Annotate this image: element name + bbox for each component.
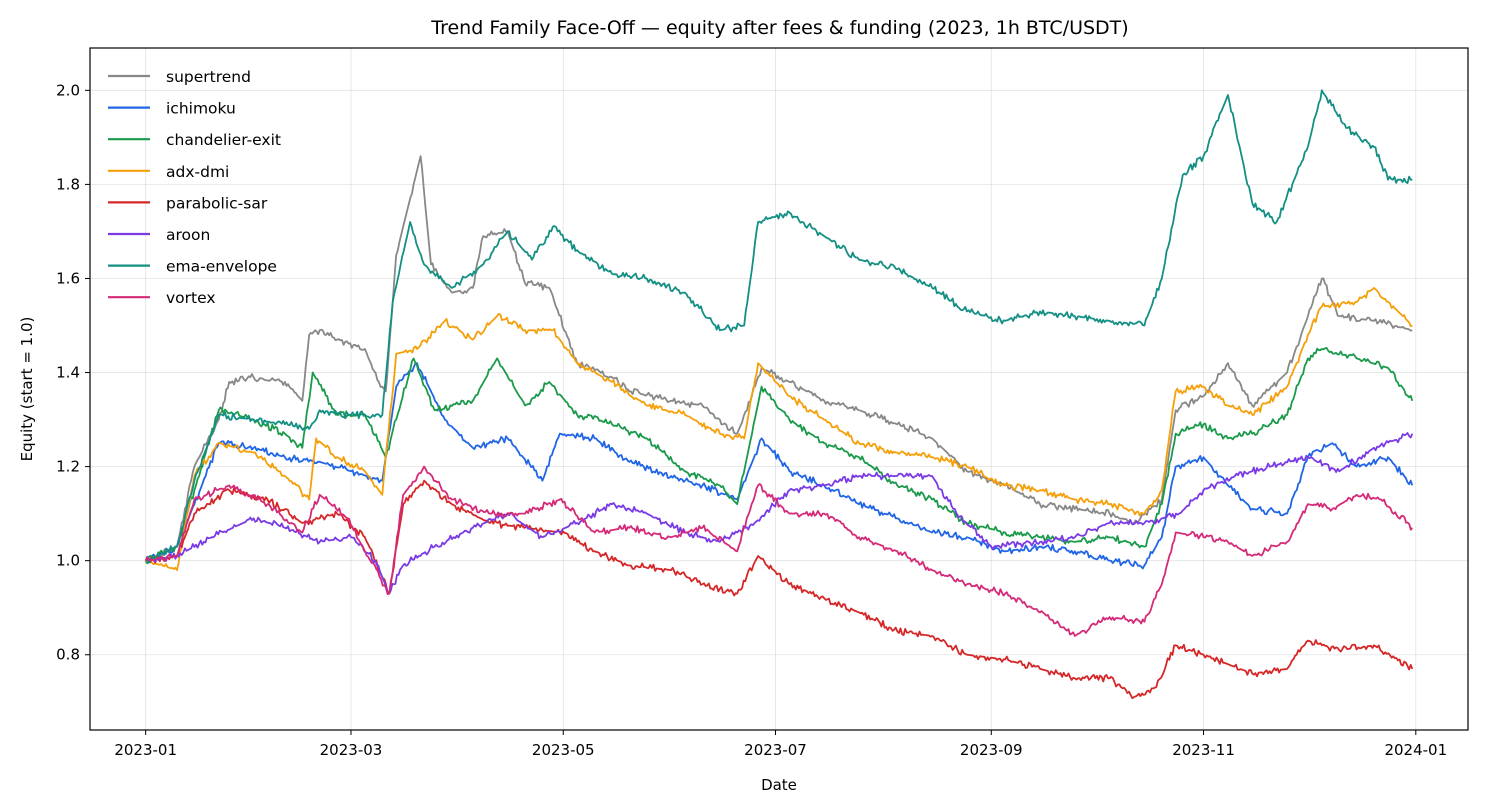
series-line-adx-dmi bbox=[145, 287, 1413, 571]
grid-layer bbox=[90, 48, 1468, 730]
x-tick-label: 2023-09 bbox=[960, 741, 1023, 759]
y-tick-label: 1.2 bbox=[56, 458, 80, 476]
y-tick-label: 1.8 bbox=[56, 175, 80, 193]
series-line-parabolic-sar bbox=[145, 479, 1414, 700]
y-axis-label: Equity (start = 1.0) bbox=[18, 317, 36, 462]
legend-label-vortex: vortex bbox=[166, 289, 216, 307]
x-tick-label: 2023-05 bbox=[532, 741, 595, 759]
series-line-ema-envelope bbox=[145, 89, 1413, 564]
x-axis-label: Date bbox=[761, 776, 797, 794]
y-tick-label: 0.8 bbox=[56, 646, 80, 664]
plot-frame bbox=[89, 47, 1469, 731]
legend-label-adx-dmi: adx-dmi bbox=[166, 163, 229, 181]
series-layer bbox=[144, 89, 1414, 700]
legend-label-supertrend: supertrend bbox=[166, 68, 251, 86]
series-line-ichimoku bbox=[144, 362, 1414, 570]
y-tick-label: 1.4 bbox=[56, 364, 80, 382]
y-tick-label: 1.6 bbox=[56, 269, 80, 287]
legend-label-aroon: aroon bbox=[166, 226, 210, 244]
x-tick-label: 2023-11 bbox=[1172, 741, 1235, 759]
legend-label-ema-envelope: ema-envelope bbox=[166, 258, 277, 276]
y-tick-label: 2.0 bbox=[56, 81, 80, 99]
chart-title: Trend Family Face-Off — equity after fee… bbox=[430, 17, 1128, 39]
legend-label-chandelier-exit: chandelier-exit bbox=[166, 131, 281, 149]
x-tick-label: 2024-01 bbox=[1384, 741, 1447, 759]
legend: supertrend ichimoku chandelier-exit adx-dmi… bbox=[108, 68, 281, 307]
series-line-supertrend bbox=[144, 155, 1413, 564]
ticks-layer: 2023-01 2023-03 2023-05 2023-07 2023-09 2023-… bbox=[56, 81, 1447, 759]
y-tick-label: 1.0 bbox=[56, 552, 80, 570]
series-line-vortex bbox=[144, 465, 1414, 637]
legend-label-parabolic-sar: parabolic-sar bbox=[166, 194, 268, 212]
x-tick-label: 2023-07 bbox=[744, 741, 807, 759]
x-tick-label: 2023-03 bbox=[320, 741, 383, 759]
x-tick-label: 2023-01 bbox=[114, 741, 177, 759]
legend-label-ichimoku: ichimoku bbox=[166, 100, 236, 118]
